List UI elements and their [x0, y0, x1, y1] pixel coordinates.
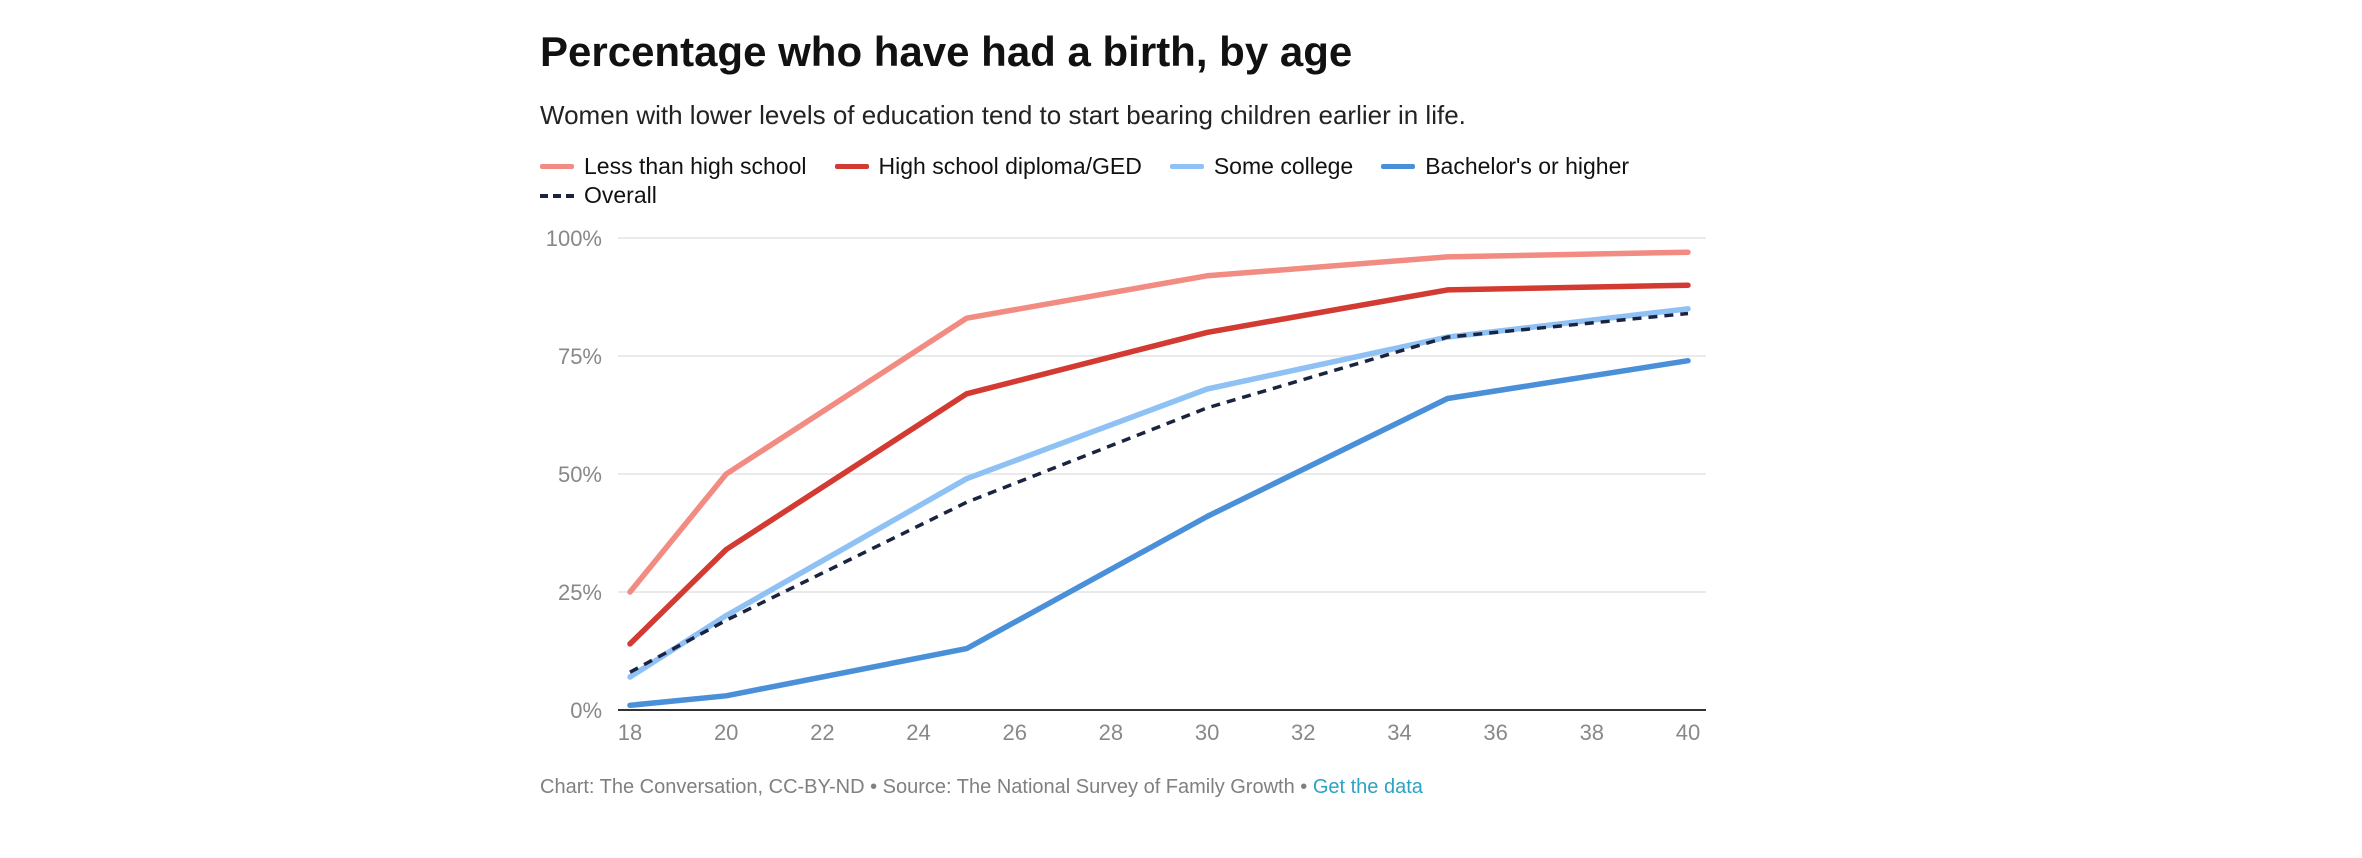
- y-tick-label: 50%: [558, 462, 602, 487]
- x-axis-ticks: 18 20 22 24 26 28 30 32 34 36 38 40: [618, 720, 1700, 745]
- chart-title: Percentage who have had a birth, by age: [540, 28, 1353, 75]
- footer-credit: Chart: The Conversation, CC-BY-ND • Sour…: [540, 776, 1313, 798]
- legend-swatch: [834, 164, 869, 169]
- x-tick-label: 40: [1676, 720, 1700, 745]
- x-tick-label: 22: [810, 720, 834, 745]
- legend-label: Less than high school: [584, 153, 807, 179]
- legend-swatch-dashed: [540, 193, 574, 198]
- x-tick-label: 26: [1002, 720, 1026, 745]
- y-tick-label: 0%: [570, 698, 602, 723]
- legend-swatch: [1169, 164, 1204, 169]
- x-tick-label: 34: [1387, 720, 1411, 745]
- x-tick-label: 30: [1195, 720, 1219, 745]
- x-tick-label: 32: [1291, 720, 1315, 745]
- legend-item-overall: Overall: [540, 182, 657, 209]
- x-tick-label: 36: [1483, 720, 1507, 745]
- x-tick-label: 28: [1099, 720, 1123, 745]
- series-line-less-than-high-school: [627, 249, 1691, 595]
- series-line-high-school-diploma-ged: [627, 282, 1691, 647]
- legend-swatch: [1381, 164, 1416, 169]
- legend-label: Some college: [1213, 153, 1354, 179]
- y-tick-label: 100%: [546, 226, 602, 251]
- series-line-bachelor-s-or-higher: [627, 357, 1691, 709]
- y-tick-label: 75%: [558, 344, 602, 369]
- series-line-some-college: [627, 306, 1691, 680]
- y-tick-label: 25%: [558, 580, 602, 605]
- get-the-data-link[interactable]: Get the data: [1312, 776, 1423, 798]
- x-tick-label: 38: [1580, 720, 1604, 745]
- series-lines: [627, 249, 1691, 709]
- legend-row-1: Less than high school High school diplom…: [540, 152, 1740, 181]
- legend-swatch: [540, 164, 574, 169]
- legend-item-bachelors: Bachelor's or higher: [1381, 153, 1629, 180]
- legend-label: Bachelor's or higher: [1425, 153, 1630, 179]
- x-tick-label: 20: [714, 720, 738, 745]
- legend-label: High school diploma/GED: [878, 153, 1142, 179]
- gridlines: [618, 237, 1706, 593]
- legend-item-some-college: Some college: [1169, 153, 1354, 180]
- legend: Less than high school High school diplom…: [540, 152, 1740, 210]
- legend-item-high-school: High school diploma/GED: [834, 153, 1142, 180]
- legend-row-2: Overall: [540, 181, 1740, 210]
- y-axis-ticks: 0% 25% 50% 75% 100%: [546, 226, 602, 723]
- legend-label: Overall: [584, 182, 657, 208]
- x-tick-label: 24: [906, 720, 930, 745]
- chart-subtitle: Women with lower levels of education ten…: [540, 100, 1466, 130]
- footer: Chart: The Conversation, CC-BY-ND • Sour…: [540, 776, 1423, 799]
- series-line-overall: [629, 311, 1689, 674]
- legend-item-less-than-high-school: Less than high school: [540, 153, 807, 180]
- x-tick-label: 18: [618, 720, 642, 745]
